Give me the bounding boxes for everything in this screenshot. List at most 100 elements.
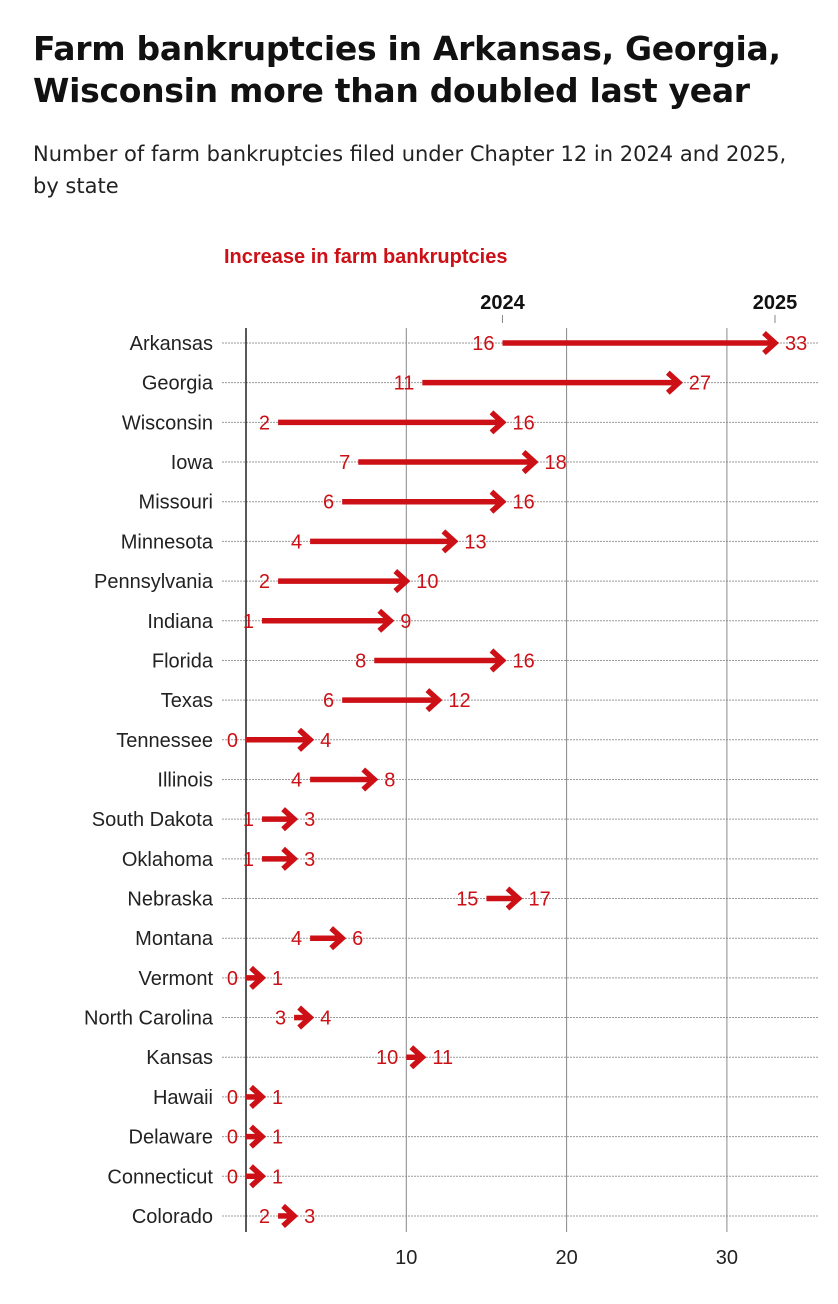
value-label-2025: 4	[320, 730, 331, 752]
arrow-head	[249, 1164, 267, 1189]
value-label-2025: 10	[416, 571, 438, 593]
category-label: South Dakota	[92, 809, 214, 831]
value-label-2024: 1	[243, 809, 254, 831]
value-label-2025: 3	[304, 809, 315, 831]
value-label-2025: 1	[272, 1127, 283, 1149]
category-label: Montana	[135, 928, 214, 950]
arrow-head	[361, 767, 379, 792]
value-label-2024: 11	[394, 373, 415, 395]
category-label: Illinois	[157, 769, 213, 791]
arrow-head	[521, 450, 539, 475]
value-label-2025: 1	[272, 968, 283, 990]
category-label: Iowa	[171, 452, 214, 474]
value-label-2025: 3	[304, 1206, 315, 1228]
arrow-head	[762, 330, 780, 356]
category-label: North Carolina	[84, 1008, 214, 1030]
series-header-label: 2025	[753, 292, 798, 314]
value-label-2025: 9	[400, 611, 411, 633]
value-label-2024: 7	[339, 452, 350, 474]
value-label-2024: 4	[291, 769, 302, 791]
value-label-2025: 3	[304, 849, 315, 871]
value-label-2024: 3	[275, 1008, 286, 1030]
value-label-2025: 1	[272, 1166, 283, 1188]
chart-title: Farm bankruptcies in Arkansas, Georgia, …	[33, 29, 781, 110]
category-label: Minnesota	[121, 531, 214, 553]
arrow-head	[329, 926, 347, 951]
category-label: Kansas	[146, 1047, 213, 1069]
arrow-head	[489, 648, 507, 673]
value-label-2024: 6	[323, 690, 334, 712]
arrow-head	[249, 1124, 267, 1149]
category-label: Georgia	[142, 373, 214, 395]
value-label-2024: 2	[259, 412, 270, 434]
value-label-2024: 8	[355, 650, 366, 672]
value-label-2025: 16	[512, 492, 534, 514]
arrow-head	[249, 1084, 267, 1109]
x-tick-label: 30	[716, 1247, 738, 1269]
value-label-2024: 2	[259, 1206, 270, 1228]
category-label: Florida	[152, 650, 214, 672]
value-label-2025: 11	[432, 1047, 453, 1069]
series-header-label: 2024	[480, 292, 525, 314]
value-label-2025: 16	[512, 650, 534, 672]
category-label: Tennessee	[116, 730, 213, 752]
value-label-2025: 18	[545, 452, 567, 474]
x-tick-label: 10	[395, 1247, 417, 1269]
category-label: Delaware	[129, 1127, 213, 1149]
category-label: Wisconsin	[122, 412, 213, 434]
chart-subtitle: Number of farm bankruptcies filed under …	[33, 142, 787, 198]
value-label-2024: 0	[227, 1166, 238, 1188]
arrow-head	[281, 807, 299, 832]
value-label-2025: 17	[529, 889, 551, 911]
value-label-2025: 16	[512, 412, 534, 434]
value-label-2024: 1	[243, 849, 254, 871]
value-label-2025: 8	[384, 769, 395, 791]
arrow-head	[281, 1203, 299, 1228]
category-label: Arkansas	[130, 333, 213, 355]
arrow-head	[489, 410, 507, 435]
value-label-2024: 4	[291, 928, 302, 950]
arrow-head	[281, 846, 299, 871]
arrow-head	[377, 608, 395, 633]
value-label-2024: 15	[456, 889, 478, 911]
value-label-2024: 6	[323, 492, 334, 514]
value-label-2025: 13	[464, 531, 486, 553]
value-label-2024: 0	[227, 1087, 238, 1109]
category-label: Hawaii	[153, 1087, 213, 1109]
value-label-2024: 2	[259, 571, 270, 593]
category-label: Indiana	[147, 611, 213, 633]
category-label: Nebraska	[127, 889, 213, 911]
arrow-head	[249, 965, 267, 990]
value-label-2024: 1	[243, 611, 254, 633]
arrow-head	[441, 529, 459, 554]
category-label: Colorado	[132, 1206, 213, 1228]
value-label-2024: 10	[376, 1047, 398, 1069]
value-label-2024: 0	[227, 1127, 238, 1149]
value-label-2025: 12	[448, 690, 470, 712]
value-label-2024: 16	[472, 333, 494, 355]
category-label: Vermont	[139, 968, 214, 990]
value-label-2024: 0	[227, 968, 238, 990]
category-label: Pennsylvania	[94, 571, 214, 593]
arrow-head	[505, 886, 523, 911]
value-label-2024: 0	[227, 730, 238, 752]
arrow-head	[665, 370, 683, 395]
arrow-head	[409, 1045, 427, 1070]
arrow-head	[393, 569, 411, 594]
arrow-head	[297, 1005, 315, 1030]
value-label-2025: 4	[320, 1008, 331, 1030]
category-label: Texas	[161, 690, 213, 712]
category-label: Oklahoma	[122, 849, 214, 871]
legend-label: Increase in farm bankruptcies	[224, 246, 507, 268]
arrow-head	[297, 727, 315, 752]
arrow-head	[489, 489, 507, 514]
value-label-2025: 6	[352, 928, 363, 950]
value-label-2025: 33	[785, 333, 807, 355]
category-label: Connecticut	[107, 1166, 213, 1188]
value-label-2025: 27	[689, 373, 711, 395]
x-tick-label: 20	[555, 1247, 577, 1269]
arrow-head	[425, 688, 443, 713]
value-label-2025: 1	[272, 1087, 283, 1109]
value-label-2024: 4	[291, 531, 302, 553]
